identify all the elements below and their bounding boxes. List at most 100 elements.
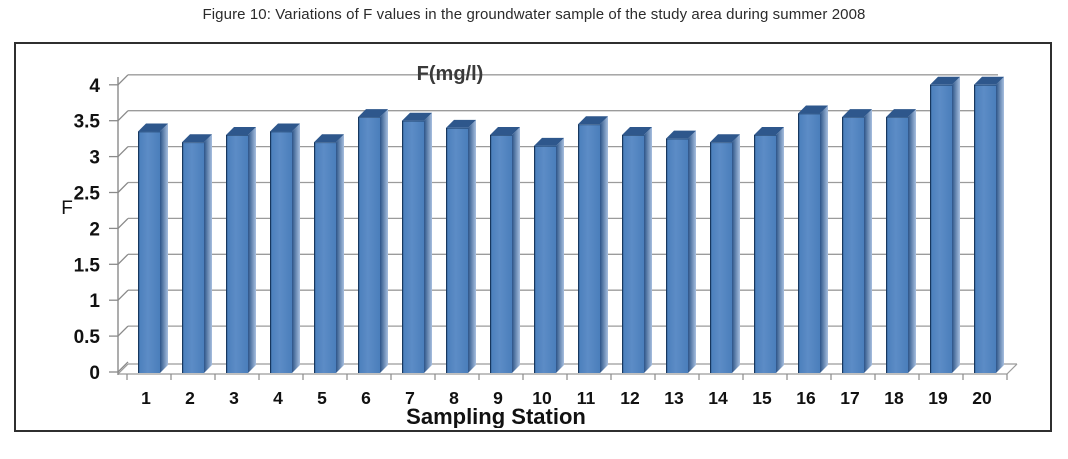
bar-top (182, 134, 212, 143)
x-tick-label: 16 (796, 388, 816, 408)
x-tick-label: 6 (361, 388, 371, 408)
bar-station-12 (622, 135, 644, 373)
y-tick-depth (117, 253, 129, 265)
y-tick-depth (117, 361, 129, 373)
bar-side (688, 130, 696, 373)
x-tick-label: 3 (229, 388, 239, 408)
y-tick-depth (117, 289, 129, 301)
bar-top (358, 109, 388, 118)
bar-side (336, 134, 344, 373)
x-tick-label: 15 (752, 388, 772, 408)
floor-right-edge (1006, 363, 1018, 375)
y-tick-depth (117, 110, 129, 122)
bar-side (512, 127, 520, 373)
bar-top (402, 112, 432, 121)
floor (118, 364, 1017, 374)
bar-top (842, 109, 872, 118)
bar-side (820, 105, 828, 373)
bar-side (952, 76, 960, 374)
bar-station-18 (886, 117, 908, 373)
bar-side (600, 116, 608, 373)
bar-top (314, 134, 344, 143)
y-tick-depth (117, 146, 129, 158)
x-tick-label: 20 (972, 388, 992, 408)
bar-side (776, 127, 784, 373)
bar-side (292, 123, 300, 373)
x-tick-label: 14 (708, 388, 728, 408)
x-tick-label: 12 (620, 388, 640, 408)
x-tick-label: 13 (664, 388, 684, 408)
x-tick-label: 9 (493, 388, 503, 408)
bar-top (138, 123, 168, 132)
y-tick-label: 0 (89, 363, 100, 384)
bar-top (666, 130, 696, 139)
bar-side (556, 137, 564, 373)
bar-top (534, 137, 564, 146)
bar-top (622, 127, 652, 136)
x-tick-label: 7 (405, 388, 415, 408)
y-tick-label: 3.5 (74, 112, 101, 133)
bar-top (490, 127, 520, 136)
y-tick-label: 3 (89, 148, 100, 169)
bar-side (732, 134, 740, 373)
bar-side (424, 112, 432, 373)
bar-top (930, 76, 960, 85)
bar-station-10 (534, 145, 556, 373)
y-tick-label: 2.5 (74, 184, 101, 205)
bar-top (226, 127, 256, 136)
bar-station-16 (798, 113, 820, 374)
bar-side (160, 123, 168, 373)
y-tick-depth (117, 325, 129, 337)
bar-station-15 (754, 135, 776, 373)
floor-left-edge (117, 363, 129, 375)
bar-station-13 (666, 138, 688, 373)
chart-title: F(mg/l) (417, 63, 484, 85)
bar-station-4 (270, 131, 292, 373)
y-tick-label: 1.5 (74, 255, 101, 276)
x-axis-title: Sampling Station (406, 404, 586, 428)
bar-station-1 (138, 131, 160, 373)
x-tick-label: 5 (317, 388, 327, 408)
bar-side (380, 109, 388, 374)
bar-station-8 (446, 127, 468, 373)
bar-station-17 (842, 117, 864, 373)
x-tick-label: 2 (185, 388, 195, 408)
bar-station-7 (402, 120, 424, 373)
bar-station-14 (710, 142, 732, 373)
bar-station-3 (226, 135, 248, 373)
bar-station-5 (314, 142, 336, 373)
bar-top (754, 127, 784, 136)
bar-top (798, 105, 828, 114)
bar-top (710, 134, 740, 143)
y-tick-depth (117, 74, 129, 86)
bar-side (468, 119, 476, 373)
x-tick-label: 10 (532, 388, 552, 408)
x-tick-label: 1 (141, 388, 151, 408)
x-tick-label: 17 (840, 388, 859, 408)
y-tick-label: 0.5 (74, 327, 101, 348)
figure-caption: Figure 10: Variations of F values in the… (202, 6, 866, 23)
x-tick-label: 19 (928, 388, 948, 408)
y-tick-label: 2 (89, 219, 100, 240)
bar-station-9 (490, 135, 512, 373)
bar-station-6 (358, 117, 380, 373)
bar-station-20 (974, 84, 996, 374)
y-tick-depth (117, 217, 129, 229)
x-tick-label: 18 (884, 388, 904, 408)
bar-side (248, 127, 256, 373)
bar-station-11 (578, 124, 600, 373)
bar-side (644, 127, 652, 373)
bar-side (908, 109, 916, 374)
y-tick-depth (117, 182, 129, 193)
bar-side (864, 109, 872, 374)
bar-top (974, 76, 1004, 85)
bar-top (446, 119, 476, 128)
chart-frame: 0 0.5 1 1.5 2 2.5 3 3.5 4 F F(mg/l) 1 2 3 4 5 6 7 8 9 10 11 12… (14, 42, 1052, 432)
bar-station-19 (930, 84, 952, 374)
bar-top (270, 123, 300, 132)
y-tick-label: 1 (89, 291, 100, 312)
x-tick-label: 4 (273, 388, 283, 408)
x-tick-label: 11 (577, 388, 596, 408)
